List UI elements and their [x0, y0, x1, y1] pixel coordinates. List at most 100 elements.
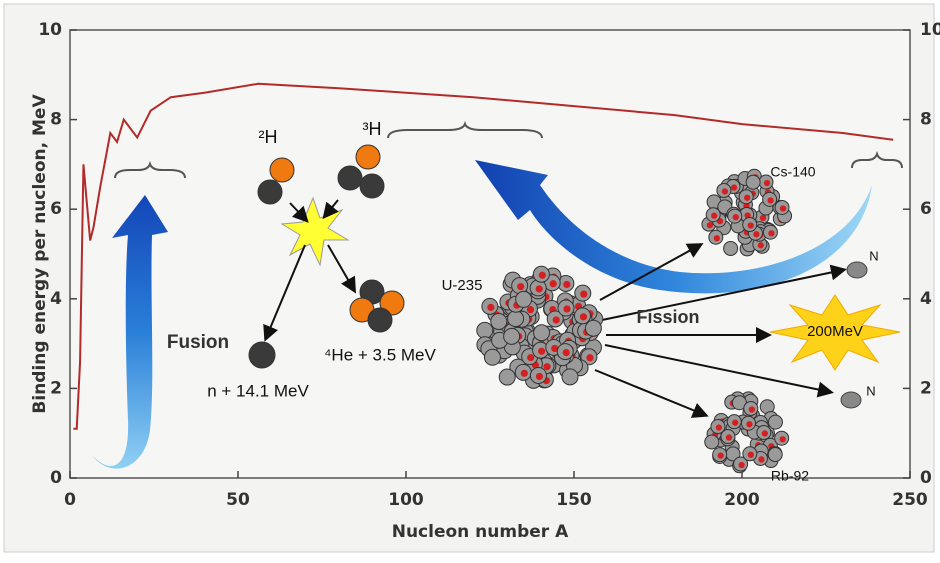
proton-dot — [780, 205, 786, 211]
proton-dot — [521, 370, 528, 377]
nucleon — [356, 145, 380, 169]
x-tick-label: 200 — [724, 490, 760, 510]
y-tick-label-right: 0 — [920, 468, 932, 488]
proton-dot — [527, 306, 534, 313]
proton-dot — [539, 272, 546, 279]
proton-dot — [722, 188, 728, 194]
x-tick-label: 50 — [226, 490, 250, 510]
proton-dot — [550, 280, 557, 287]
nucleon — [258, 180, 282, 204]
proton-dot — [753, 231, 759, 237]
proton-dot — [553, 316, 560, 323]
neutron — [847, 262, 867, 278]
y-tick-label: 6 — [50, 199, 62, 219]
annotation: Fission — [636, 307, 699, 327]
nucleon — [368, 308, 392, 332]
proton-dot — [768, 230, 774, 236]
y-tick-label-right: 8 — [920, 110, 932, 130]
proton-dot — [563, 281, 570, 288]
proton-dot — [758, 456, 764, 462]
proton-dot — [711, 213, 717, 219]
y-axis-label: Binding energy per nucleon, MeV — [30, 94, 50, 414]
nucleon — [562, 369, 578, 385]
y-tick-label: 8 — [50, 110, 62, 130]
proton-dot — [738, 462, 744, 468]
proton-dot — [731, 184, 737, 190]
proton-dot — [746, 421, 752, 427]
x-tick-label: 150 — [556, 490, 592, 510]
proton-dot — [748, 452, 754, 458]
nucleon — [338, 166, 362, 190]
annotation: 200MeV — [807, 323, 863, 340]
nucleon — [705, 435, 719, 449]
nucleon — [360, 174, 384, 198]
nucleon — [491, 313, 507, 329]
x-tick-label: 0 — [64, 490, 76, 510]
proton-dot — [760, 215, 766, 221]
proton-dot — [762, 430, 768, 436]
proton-dot — [758, 242, 764, 248]
nucleon — [477, 322, 493, 338]
proton-dot — [726, 434, 732, 440]
nucleon — [516, 291, 532, 307]
annotation: Cs-140 — [770, 164, 815, 180]
annotation: U-235 — [442, 277, 483, 294]
proton-dot — [744, 195, 750, 201]
proton-dot — [733, 214, 739, 220]
proton-dot — [517, 283, 524, 290]
nucleon — [270, 158, 294, 182]
nucleon — [768, 415, 782, 429]
annotation: Rb-92 — [771, 468, 809, 484]
y-tick-label-right: 6 — [920, 199, 932, 219]
proton-dot — [767, 197, 773, 203]
nucleon — [768, 448, 782, 462]
annotation: ³H — [363, 119, 382, 139]
y-tick-label: 0 — [50, 468, 62, 488]
nucleon — [484, 349, 500, 365]
proton-dot — [536, 285, 543, 292]
proton-dot — [716, 424, 722, 430]
proton-dot — [780, 436, 786, 442]
proton-dot — [563, 305, 570, 312]
y-tick-label: 2 — [50, 378, 62, 398]
y-tick-label: 4 — [50, 289, 62, 309]
annotation: ²H — [259, 127, 278, 147]
plot-area — [70, 30, 910, 478]
y-tick-label: 10 — [38, 20, 62, 40]
proton-dot — [718, 452, 724, 458]
nucleon — [504, 328, 520, 344]
proton-dot — [748, 222, 754, 228]
x-axis-label: Nucleon number A — [392, 522, 569, 542]
annotation: N — [866, 383, 875, 398]
annotation: n + 14.1 MeV — [207, 381, 309, 400]
neutron — [841, 392, 861, 408]
proton-dot — [563, 349, 570, 356]
proton-dot — [714, 235, 720, 241]
y-tick-label-right: 2 — [920, 378, 932, 398]
proton-dot — [543, 363, 550, 370]
proton-dot — [749, 406, 755, 412]
nucleon — [249, 342, 275, 368]
annotation: N — [869, 248, 878, 263]
proton-dot — [586, 354, 593, 361]
proton-dot — [732, 420, 738, 426]
nucleon — [508, 311, 524, 327]
x-tick-label: 100 — [388, 490, 424, 510]
proton-dot — [580, 313, 587, 320]
annotation: Fusion — [167, 332, 229, 353]
nucleon — [746, 175, 760, 189]
proton-dot — [536, 373, 543, 380]
nucleon — [534, 325, 550, 341]
y-tick-label-right: 10 — [920, 20, 940, 40]
annotation: ⁴He + 3.5 MeV — [324, 345, 436, 364]
nucleon — [499, 369, 515, 385]
chart: Binding energy per nucleon, MeV Nucleon … — [0, 0, 940, 558]
nucleon — [724, 241, 738, 255]
proton-dot — [538, 348, 545, 355]
proton-dot — [764, 180, 770, 186]
x-tick-label: 250 — [892, 490, 928, 510]
y-tick-label-right: 4 — [920, 289, 932, 309]
nucleon — [585, 320, 601, 336]
proton-dot — [527, 354, 534, 361]
proton-dot — [580, 291, 587, 298]
